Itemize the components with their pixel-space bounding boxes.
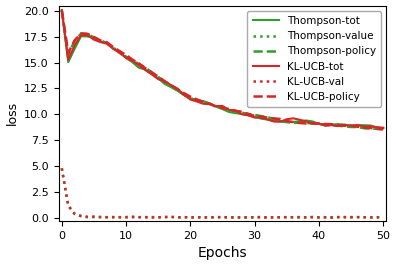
Thompson-policy <box>59 9 64 12</box>
Thompson-tot <box>156 77 161 80</box>
KL-UCB-policy <box>59 9 64 12</box>
Line: Thompson-policy: Thompson-policy <box>62 10 383 129</box>
KL-UCB-policy <box>381 128 386 131</box>
Thompson-tot <box>381 127 386 130</box>
Thompson-value <box>130 215 135 218</box>
Thompson-value <box>59 167 64 170</box>
Line: Thompson-value: Thompson-value <box>62 168 383 218</box>
Thompson-tot <box>59 8 64 11</box>
Thompson-tot <box>130 61 135 64</box>
Thompson-value <box>162 216 167 219</box>
Thompson-policy <box>272 117 276 120</box>
KL-UCB-tot <box>156 78 161 81</box>
Thompson-value <box>156 216 161 219</box>
KL-UCB-policy <box>156 75 161 78</box>
Line: KL-UCB-tot: KL-UCB-tot <box>62 10 383 128</box>
KL-UCB-val <box>375 216 379 219</box>
Legend: Thompson-tot, Thompson-value, Thompson-policy, KL-UCB-tot, KL-UCB-val, KL-UCB-po: Thompson-tot, Thompson-value, Thompson-p… <box>248 11 381 107</box>
KL-UCB-val <box>297 215 302 219</box>
KL-UCB-val <box>278 216 283 219</box>
Thompson-value <box>278 216 283 219</box>
Thompson-policy <box>375 127 379 130</box>
KL-UCB-policy <box>291 120 295 124</box>
KL-UCB-tot <box>162 80 167 83</box>
KL-UCB-policy <box>272 117 276 120</box>
KL-UCB-policy <box>375 127 379 131</box>
Thompson-value <box>265 216 270 219</box>
KL-UCB-tot <box>59 9 64 12</box>
KL-UCB-val <box>156 216 161 219</box>
Line: KL-UCB-policy: KL-UCB-policy <box>62 11 383 129</box>
KL-UCB-val <box>130 215 135 219</box>
Line: KL-UCB-val: KL-UCB-val <box>62 168 383 218</box>
KL-UCB-policy <box>130 58 135 61</box>
Thompson-value <box>375 216 379 219</box>
Thompson-policy <box>130 59 135 62</box>
Thompson-policy <box>381 128 386 131</box>
Thompson-value <box>381 215 386 219</box>
Thompson-tot <box>291 120 295 123</box>
KL-UCB-tot <box>272 120 276 123</box>
Line: Thompson-tot: Thompson-tot <box>62 10 383 128</box>
KL-UCB-val <box>175 216 180 219</box>
Thompson-tot <box>272 119 276 122</box>
KL-UCB-val <box>59 167 64 170</box>
Y-axis label: loss: loss <box>6 101 19 126</box>
KL-UCB-val <box>162 215 167 219</box>
Thompson-tot <box>375 126 379 129</box>
KL-UCB-tot <box>130 59 135 63</box>
Thompson-tot <box>162 82 167 85</box>
KL-UCB-tot <box>291 117 295 120</box>
X-axis label: Epochs: Epochs <box>198 246 248 260</box>
Thompson-policy <box>291 121 295 124</box>
Thompson-policy <box>162 80 167 84</box>
KL-UCB-tot <box>381 126 386 129</box>
KL-UCB-val <box>381 215 386 219</box>
KL-UCB-policy <box>162 80 167 83</box>
Thompson-value <box>297 216 302 219</box>
Thompson-policy <box>156 75 161 78</box>
KL-UCB-tot <box>375 126 379 129</box>
